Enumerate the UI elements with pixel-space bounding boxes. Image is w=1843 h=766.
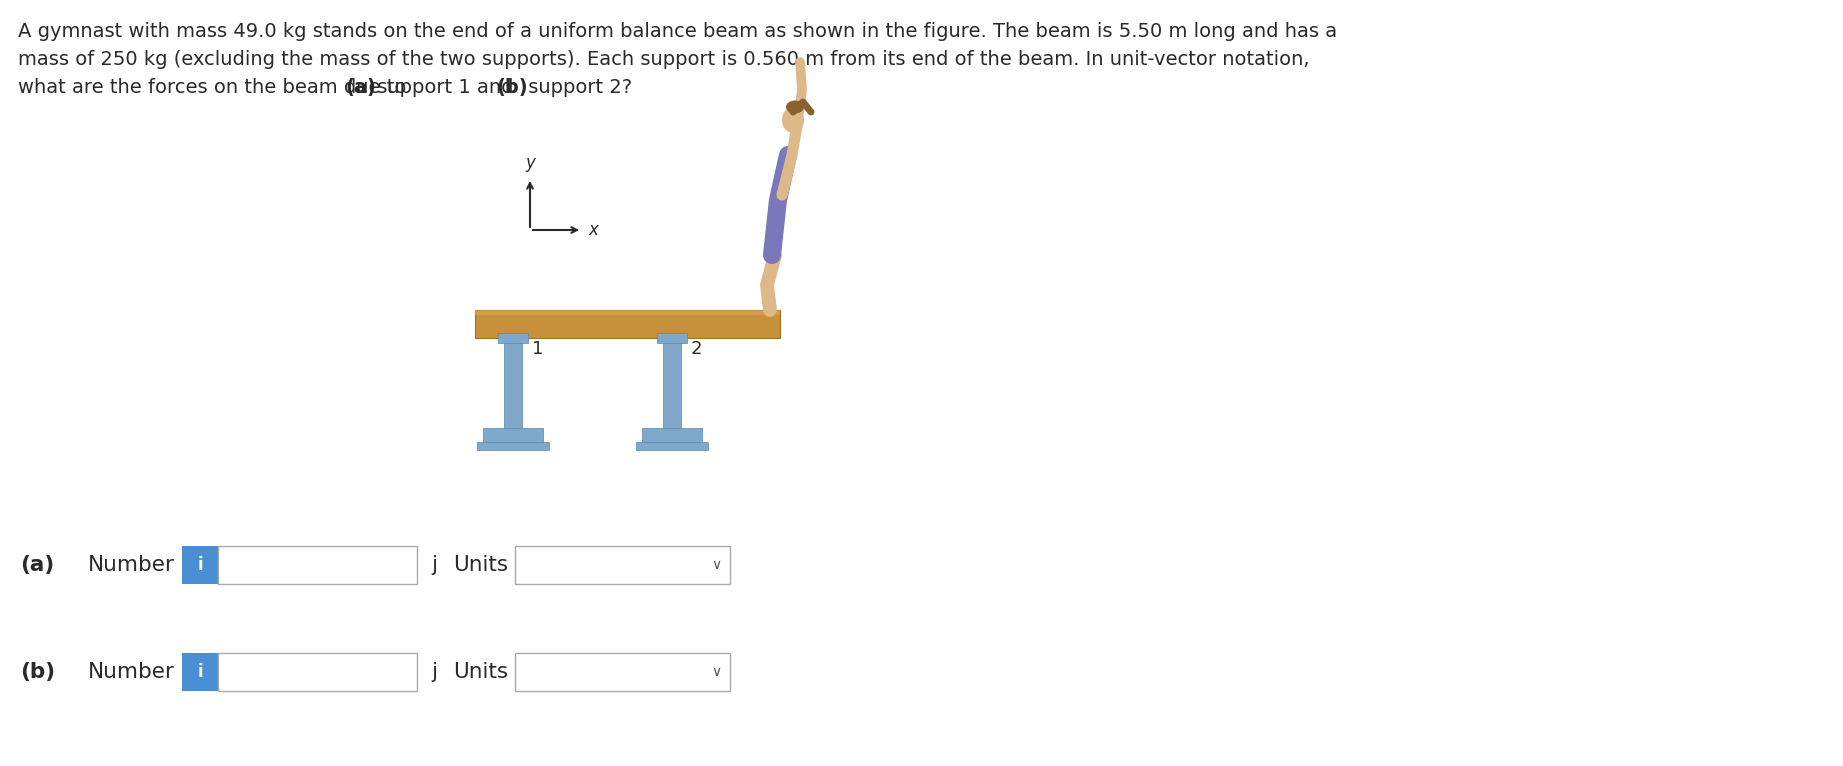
Text: x: x (588, 221, 597, 239)
Text: Number: Number (88, 662, 175, 682)
Text: i: i (197, 556, 203, 574)
Text: mass of 250 kg (excluding the mass of the two supports). Each support is 0.560 m: mass of 250 kg (excluding the mass of th… (18, 50, 1310, 69)
Bar (663, 338, 682, 428)
Text: (a): (a) (20, 555, 53, 575)
Text: Number: Number (88, 555, 175, 575)
Text: j: j (431, 555, 437, 575)
Text: what are the forces on the beam due to: what are the forces on the beam due to (18, 78, 413, 97)
Bar (656, 333, 687, 343)
Text: Units: Units (453, 555, 509, 575)
Text: support 1 and: support 1 and (370, 78, 520, 97)
Bar (475, 310, 780, 315)
Bar (182, 546, 217, 584)
Bar (514, 653, 730, 691)
Text: ∨: ∨ (711, 558, 721, 572)
Bar (636, 442, 708, 450)
Text: y: y (525, 154, 534, 172)
Text: support 2?: support 2? (522, 78, 632, 97)
Text: ∨: ∨ (711, 665, 721, 679)
Bar (514, 546, 730, 584)
Text: (b): (b) (498, 78, 529, 97)
Bar (483, 428, 544, 442)
Ellipse shape (781, 107, 804, 133)
Bar (503, 338, 522, 428)
Bar (641, 428, 702, 442)
Text: 1: 1 (533, 340, 544, 358)
Text: Units: Units (453, 662, 509, 682)
Text: 2: 2 (691, 340, 702, 358)
Text: (b): (b) (20, 662, 55, 682)
Ellipse shape (785, 100, 804, 113)
Bar (182, 653, 217, 691)
Text: A gymnast with mass 49.0 kg stands on the end of a uniform balance beam as shown: A gymnast with mass 49.0 kg stands on th… (18, 22, 1338, 41)
Bar (217, 653, 417, 691)
Text: (a): (a) (346, 78, 376, 97)
Bar (475, 310, 780, 338)
Bar (498, 333, 527, 343)
Bar (217, 546, 417, 584)
Text: i: i (197, 663, 203, 681)
Bar (477, 442, 549, 450)
Text: j: j (431, 662, 437, 682)
